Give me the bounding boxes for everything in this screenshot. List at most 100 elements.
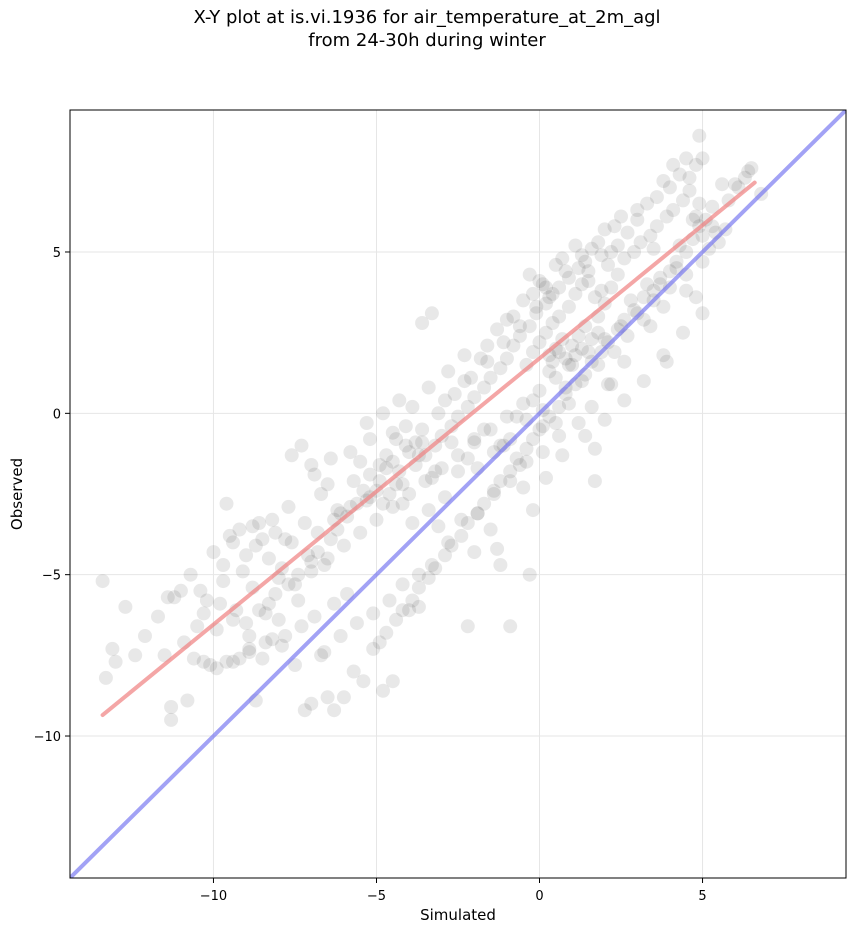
data-point bbox=[607, 219, 622, 234]
data-point bbox=[226, 535, 240, 550]
x-axis-label: Simulated bbox=[420, 906, 496, 924]
data-point bbox=[239, 616, 254, 631]
data-point bbox=[304, 564, 319, 579]
data-point bbox=[428, 561, 443, 576]
x-tick-label: −10 bbox=[200, 889, 227, 904]
data-point bbox=[695, 306, 710, 321]
data-point bbox=[353, 454, 368, 469]
data-point bbox=[561, 396, 576, 411]
data-point bbox=[702, 241, 717, 256]
data-point bbox=[561, 270, 576, 285]
data-point bbox=[379, 625, 394, 640]
data-point bbox=[627, 245, 642, 259]
data-point bbox=[323, 451, 338, 466]
data-point bbox=[424, 306, 439, 321]
data-point bbox=[607, 345, 622, 359]
data-point bbox=[307, 609, 322, 624]
data-point bbox=[248, 538, 263, 553]
data-point bbox=[294, 619, 309, 634]
data-point bbox=[242, 641, 257, 656]
data-point bbox=[395, 477, 410, 492]
data-point bbox=[415, 435, 430, 450]
data-point bbox=[222, 528, 237, 543]
data-point bbox=[408, 435, 423, 450]
data-point bbox=[444, 538, 459, 553]
data-point bbox=[705, 199, 720, 214]
data-point bbox=[320, 551, 335, 566]
data-point bbox=[226, 612, 240, 627]
data-point bbox=[568, 286, 583, 301]
data-point bbox=[503, 474, 518, 489]
data-point bbox=[441, 535, 456, 550]
data-point bbox=[548, 416, 563, 430]
identity-line bbox=[70, 110, 846, 878]
data-point bbox=[539, 470, 553, 485]
data-point bbox=[630, 212, 645, 227]
data-point bbox=[304, 554, 319, 569]
data-point bbox=[682, 183, 697, 198]
data-point bbox=[418, 474, 433, 489]
data-point bbox=[434, 461, 449, 476]
data-point bbox=[676, 193, 690, 208]
data-point bbox=[672, 167, 687, 182]
data-point bbox=[421, 380, 436, 395]
data-point bbox=[291, 593, 306, 608]
data-point bbox=[522, 567, 537, 582]
data-point bbox=[379, 461, 394, 476]
data-point bbox=[548, 370, 563, 385]
data-point bbox=[601, 377, 615, 392]
data-point bbox=[304, 696, 319, 711]
data-point bbox=[395, 603, 410, 618]
data-point bbox=[623, 293, 638, 308]
data-point bbox=[160, 590, 175, 605]
data-point bbox=[509, 451, 524, 466]
data-point bbox=[314, 648, 329, 663]
data-point bbox=[666, 157, 681, 172]
data-point bbox=[297, 516, 312, 530]
data-point bbox=[343, 445, 358, 460]
data-point bbox=[216, 558, 231, 572]
data-point bbox=[336, 538, 351, 553]
data-point bbox=[689, 157, 703, 172]
data-point bbox=[503, 464, 518, 479]
data-point bbox=[539, 296, 553, 311]
data-point bbox=[679, 283, 694, 298]
data-point bbox=[617, 251, 632, 266]
data-point bbox=[457, 348, 472, 363]
data-point bbox=[447, 387, 462, 401]
data-point bbox=[480, 354, 495, 369]
data-point bbox=[649, 219, 664, 234]
data-point bbox=[545, 316, 560, 330]
data-point bbox=[581, 274, 596, 288]
data-point bbox=[659, 354, 674, 369]
data-point bbox=[705, 219, 720, 234]
data-point bbox=[307, 467, 322, 482]
data-point bbox=[470, 506, 485, 521]
data-point bbox=[467, 432, 482, 447]
data-point bbox=[568, 238, 583, 253]
grid-lines bbox=[70, 110, 846, 878]
data-point bbox=[503, 619, 518, 634]
data-point bbox=[421, 570, 436, 585]
data-point bbox=[349, 616, 364, 631]
data-point bbox=[98, 670, 113, 685]
data-point bbox=[95, 574, 110, 589]
data-point bbox=[164, 712, 179, 727]
data-point bbox=[522, 267, 537, 282]
data-point bbox=[558, 351, 573, 366]
data-point bbox=[496, 438, 511, 453]
data-point bbox=[376, 496, 390, 511]
data-point bbox=[519, 441, 534, 456]
data-point bbox=[685, 212, 700, 227]
data-point bbox=[327, 596, 342, 611]
data-point bbox=[571, 261, 586, 276]
data-point bbox=[519, 454, 534, 469]
data-point bbox=[294, 438, 309, 453]
data-point bbox=[620, 225, 635, 240]
data-point bbox=[744, 161, 759, 176]
data-point bbox=[614, 209, 628, 224]
data-point bbox=[219, 496, 234, 511]
data-point bbox=[591, 325, 606, 340]
data-point bbox=[522, 319, 537, 334]
data-point bbox=[516, 480, 531, 495]
